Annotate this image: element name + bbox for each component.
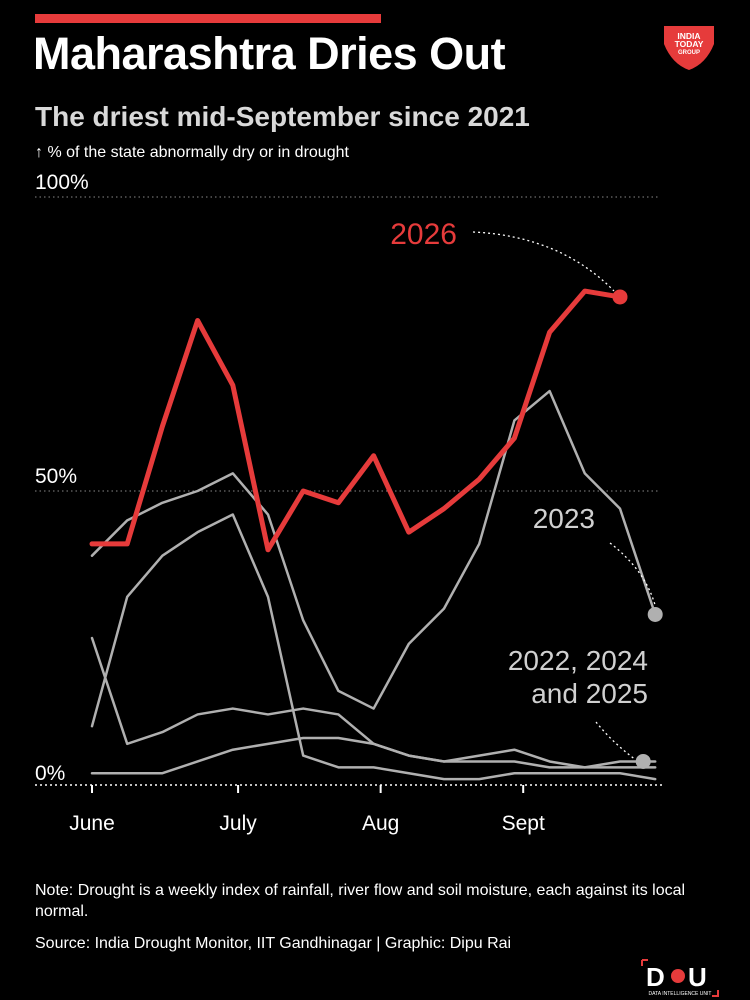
label-2026: 2026 xyxy=(390,218,457,251)
label-2023: 2023 xyxy=(533,503,595,534)
series-line xyxy=(90,389,657,710)
x-tick-label: June xyxy=(69,812,115,835)
diu-logo: D U DATA INTELLIGENCE UNIT xyxy=(641,959,719,997)
accent-bar xyxy=(35,14,381,23)
svg-text:INDIA: INDIA xyxy=(677,31,700,41)
series-line xyxy=(90,513,657,781)
svg-text:TODAY: TODAY xyxy=(675,39,704,49)
x-tick-label: July xyxy=(219,812,257,835)
y-tick-label: 100% xyxy=(35,171,89,194)
label-group-line1: 2022, 2024 xyxy=(508,645,648,676)
y-axis-label: ↑ % of the state abnormally dry or in dr… xyxy=(35,144,349,161)
series-end-marker xyxy=(612,289,628,305)
chart-note: Note: Drought is a weekly index of rainf… xyxy=(35,882,686,920)
label-group-line2: and 2025 xyxy=(531,678,648,709)
series-line xyxy=(89,288,623,553)
y-tick-label: 0% xyxy=(35,762,65,785)
chart-subtitle: The driest mid-September since 2021 xyxy=(35,101,530,132)
diu-letter-u: U xyxy=(688,962,707,992)
svg-text:GROUP: GROUP xyxy=(678,50,700,56)
label-2026-leader xyxy=(472,231,615,292)
chart-source: Source: India Drought Monitor, IIT Gandh… xyxy=(35,935,512,952)
x-tick-label: Sept xyxy=(502,812,545,835)
label-group-leader xyxy=(595,721,636,760)
diu-letter-d: D xyxy=(646,962,665,992)
series-end-marker xyxy=(635,753,651,769)
page-title: Maharashtra Dries Out xyxy=(33,28,506,79)
series-end-marker xyxy=(647,606,663,622)
diu-subtext: DATA INTELLIGENCE UNIT xyxy=(649,991,712,997)
y-tick-label: 50% xyxy=(35,465,77,488)
series-line xyxy=(90,736,657,775)
label-2023-leader xyxy=(609,542,656,606)
india-today-logo: INDIA TODAY GROUP xyxy=(664,26,714,70)
x-tick-label: Aug xyxy=(362,812,399,835)
